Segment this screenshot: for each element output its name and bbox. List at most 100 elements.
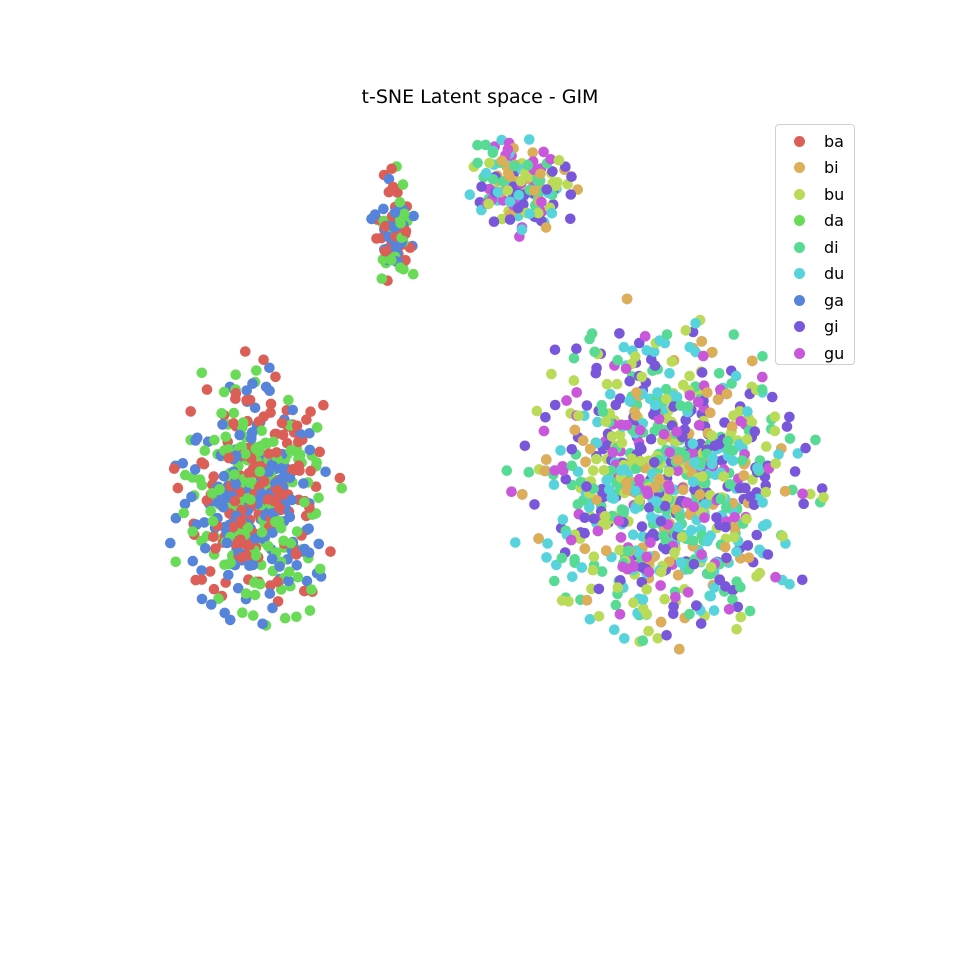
scatter-point-da bbox=[242, 522, 254, 533]
legend-item-du: du bbox=[776, 261, 854, 288]
scatter-point-gu bbox=[549, 465, 560, 476]
scatter-point-ba bbox=[371, 233, 382, 244]
scatter-point-gi bbox=[610, 399, 622, 411]
scatter-point-bi bbox=[527, 147, 538, 158]
legend-item-gi: gi bbox=[776, 314, 854, 341]
scatter-point-bu bbox=[591, 453, 602, 465]
scatter-point-ba bbox=[305, 406, 316, 418]
scatter-point-du bbox=[690, 318, 701, 329]
scatter-point-di bbox=[612, 354, 623, 366]
scatter-point-bu bbox=[735, 611, 747, 623]
scatter-point-du bbox=[792, 448, 804, 459]
scatter-point-da bbox=[220, 431, 232, 443]
scatter-point-bu bbox=[684, 370, 695, 382]
scatter-point-ba bbox=[208, 583, 220, 595]
scatter-point-gi bbox=[749, 426, 761, 437]
scatter-point-gi bbox=[644, 502, 655, 513]
scatter-point-ga bbox=[303, 523, 315, 534]
scatter-point-ga bbox=[246, 433, 257, 444]
legend-label: di bbox=[824, 237, 839, 257]
scatter-point-gi bbox=[732, 601, 744, 613]
scatter-point-ba bbox=[234, 486, 245, 498]
scatter-point-gi bbox=[593, 583, 605, 595]
scatter-point-di bbox=[501, 465, 513, 476]
scatter-point-bi bbox=[630, 410, 642, 421]
scatter-point-du bbox=[675, 557, 687, 568]
scatter-point-gu bbox=[538, 146, 549, 158]
scatter-point-gu bbox=[615, 532, 627, 543]
scatter-point-ga bbox=[303, 547, 315, 558]
scatter-point-ga bbox=[267, 527, 278, 538]
scatter-point-gu bbox=[502, 144, 514, 155]
scatter-point-di bbox=[735, 581, 746, 593]
scatter-point-gi bbox=[798, 498, 809, 510]
scatter-point-bu bbox=[568, 375, 580, 386]
scatter-point-bu bbox=[593, 611, 605, 622]
scatter-point-bi bbox=[738, 470, 750, 481]
scatter-point-gi bbox=[540, 412, 551, 423]
scatter-point-du bbox=[734, 439, 745, 450]
scatter-point-bu bbox=[636, 371, 648, 383]
scatter-point-bu bbox=[531, 405, 543, 417]
scatter-point-ba bbox=[259, 476, 270, 487]
scatter-point-di bbox=[487, 147, 499, 158]
scatter-point-gi bbox=[721, 552, 732, 564]
scatter-point-da bbox=[230, 369, 241, 381]
scatter-point-da bbox=[256, 527, 268, 538]
scatter-point-ba bbox=[229, 495, 241, 507]
scatter-point-da bbox=[216, 408, 227, 419]
chart-title: t-SNE Latent space - GIM bbox=[361, 86, 599, 108]
scatter-point-ga bbox=[284, 511, 296, 523]
scatter-point-gi bbox=[549, 344, 561, 356]
scatter-point-gu bbox=[699, 512, 710, 523]
scatter-point-di bbox=[487, 174, 499, 185]
scatter-point-di bbox=[683, 401, 694, 412]
scatter-point-gu bbox=[620, 363, 632, 375]
scatter-point-ga bbox=[177, 458, 189, 469]
legend-marker bbox=[794, 162, 805, 174]
scatter-point-bi bbox=[747, 355, 758, 367]
scatter-point-bu bbox=[546, 368, 557, 380]
scatter-point-du bbox=[546, 207, 558, 219]
scatter-point-ga bbox=[263, 466, 275, 478]
scatter-point-bu bbox=[484, 157, 495, 169]
scatter-point-bu bbox=[634, 494, 645, 506]
scatter-point-da bbox=[225, 557, 236, 568]
scatter-point-ba bbox=[272, 576, 283, 588]
scatter-point-ga bbox=[218, 470, 230, 482]
scatter-point-gi bbox=[767, 391, 778, 403]
scatter-point-du bbox=[784, 578, 795, 590]
scatter-point-bu bbox=[663, 466, 675, 478]
scatter-point-du bbox=[605, 388, 616, 400]
scatter-point-ga bbox=[196, 565, 207, 576]
scatter-point-bu bbox=[680, 325, 692, 336]
scatter-point-bu bbox=[741, 434, 753, 445]
scatter-point-gu bbox=[698, 350, 709, 362]
scatter-point-ga bbox=[291, 560, 303, 571]
scatter-point-bi bbox=[540, 222, 552, 233]
scatter-point-gu bbox=[658, 428, 670, 440]
legend-label: ba bbox=[824, 131, 844, 151]
scatter-point-bu bbox=[818, 492, 829, 503]
scatter-point-ba bbox=[253, 416, 265, 428]
scatter-point-bi bbox=[517, 489, 528, 500]
scatter-point-gi bbox=[579, 527, 590, 539]
scatter-point-da bbox=[187, 526, 198, 537]
scatter-point-du bbox=[555, 445, 566, 456]
scatter-point-bu bbox=[611, 378, 623, 390]
scatter-point-ba bbox=[223, 452, 235, 464]
scatter-point-gi bbox=[734, 482, 746, 494]
legend-marker bbox=[794, 321, 805, 333]
scatter-point-gu bbox=[641, 551, 652, 563]
scatter-point-ga bbox=[186, 491, 197, 503]
scatter-point-ga bbox=[301, 575, 313, 587]
scatter-point-da bbox=[291, 526, 303, 537]
scatter-point-gu bbox=[622, 563, 633, 575]
scatter-point-da bbox=[256, 425, 268, 437]
scatter-point-ba bbox=[263, 448, 275, 460]
scatter-point-du bbox=[773, 449, 784, 460]
scatter-point-du bbox=[510, 537, 521, 548]
scatter-point-gi bbox=[649, 457, 660, 468]
scatter-point-ba bbox=[244, 394, 256, 406]
scatter-point-ga bbox=[383, 173, 395, 185]
